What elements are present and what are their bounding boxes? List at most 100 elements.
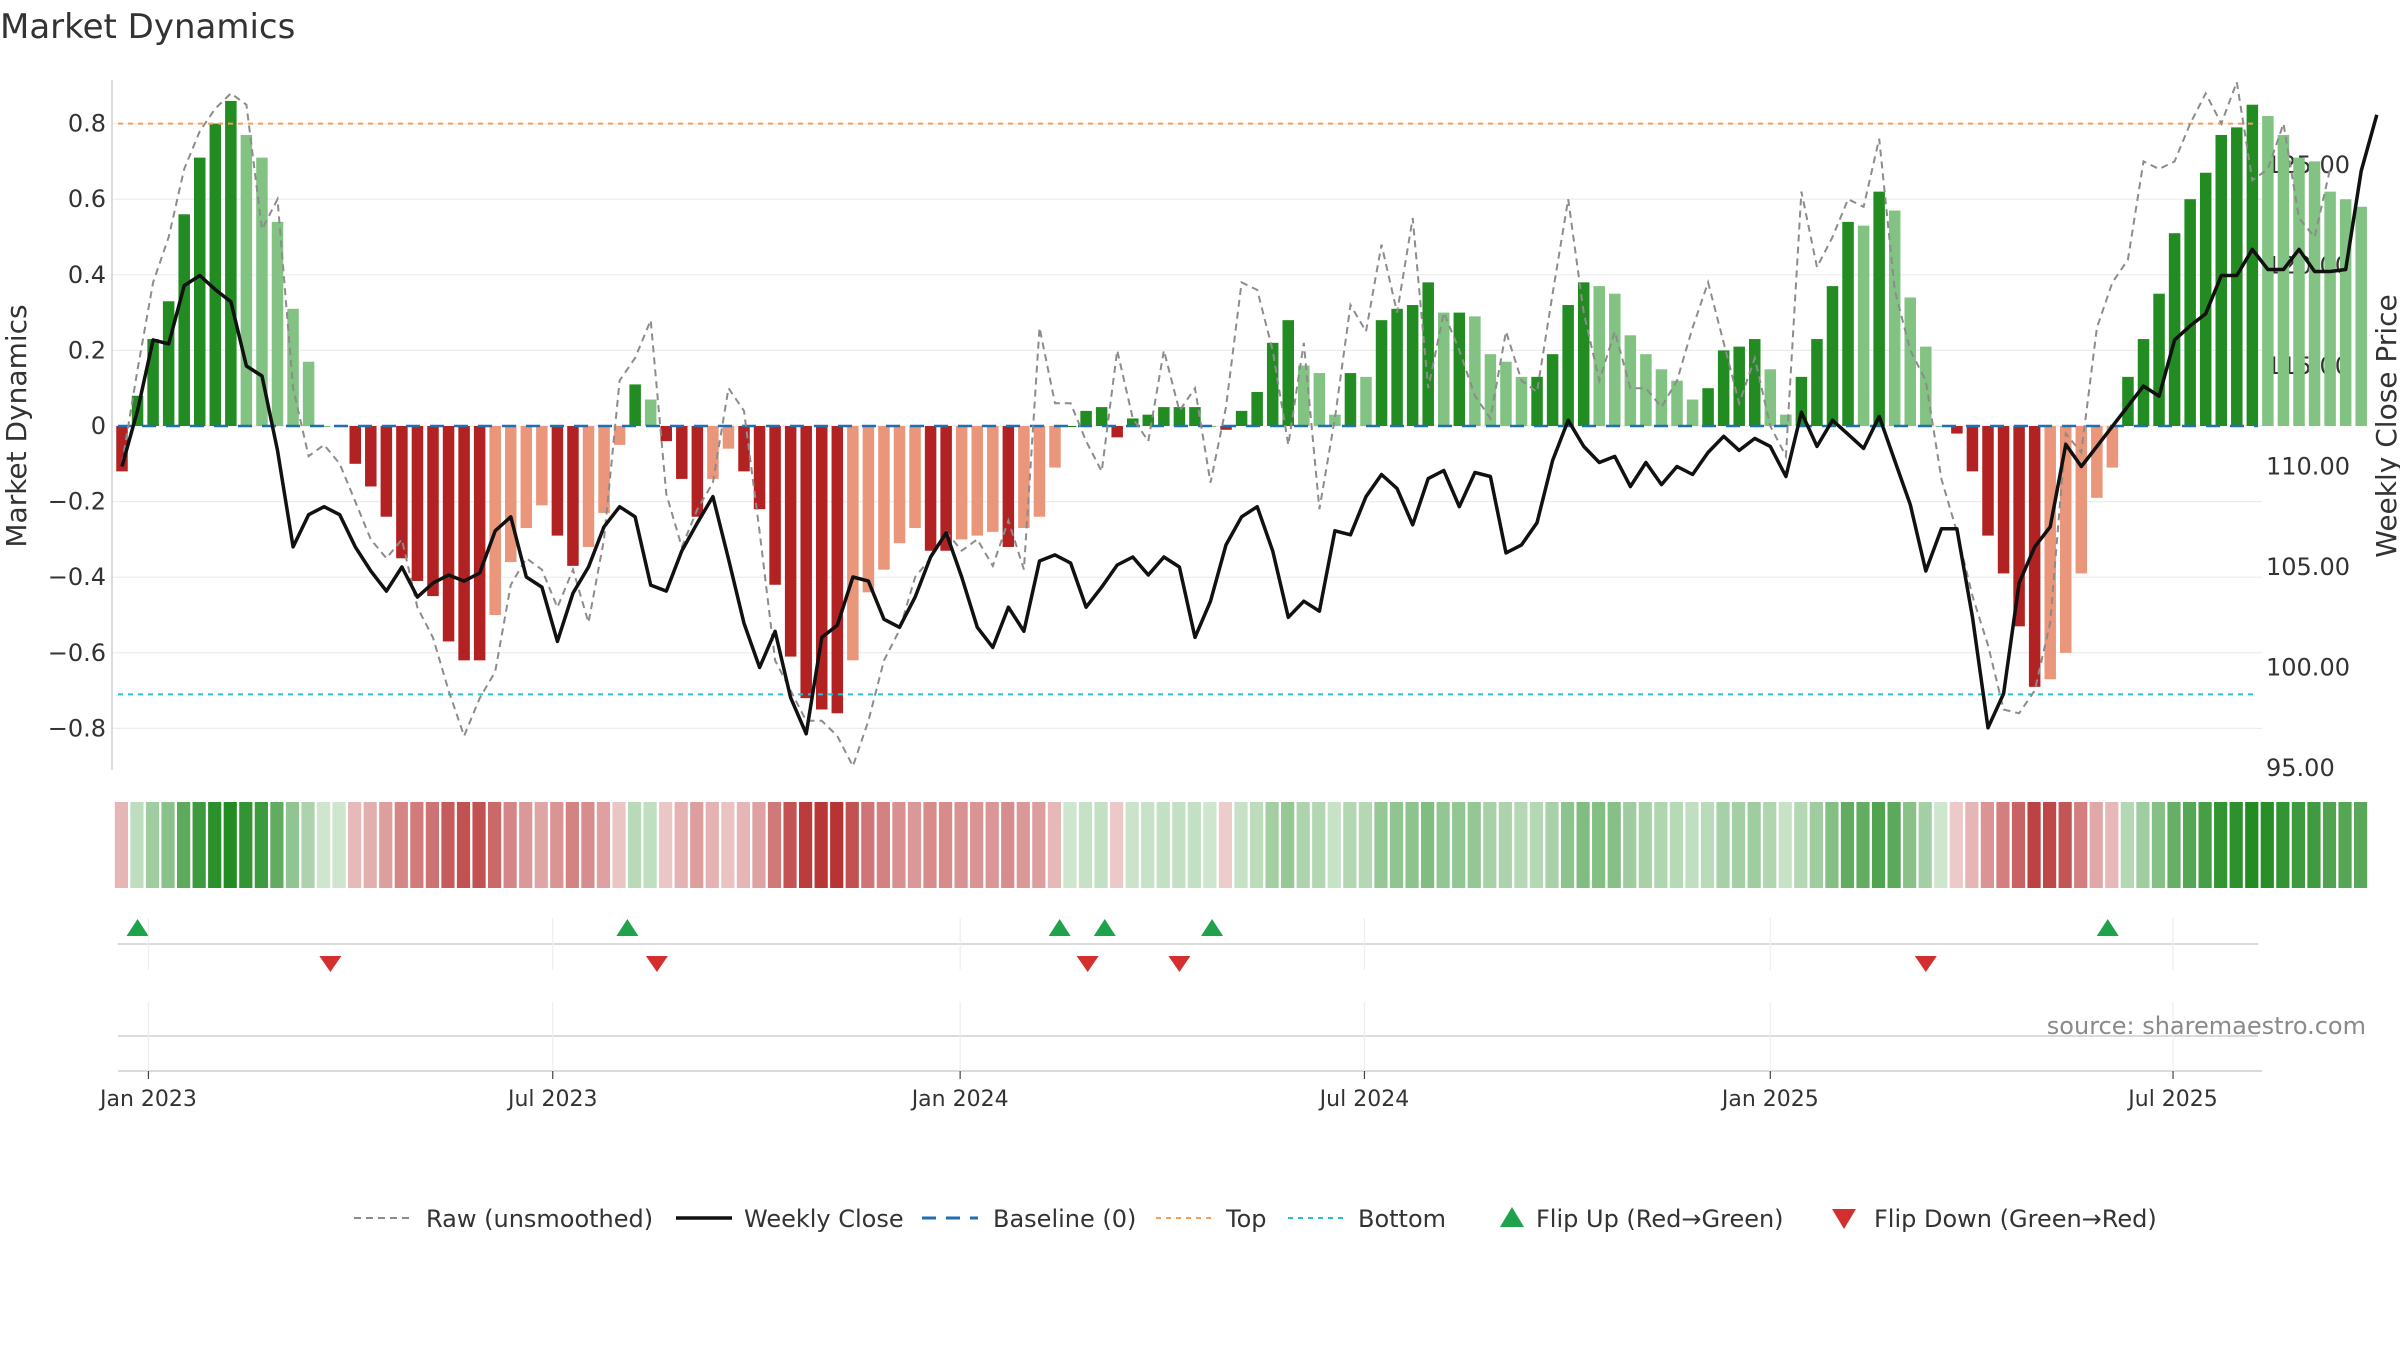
heat-cell <box>2229 802 2243 888</box>
x-tick-label: Jan 2023 <box>98 1087 197 1112</box>
dynamics-bar <box>287 308 299 426</box>
left-tick-label: −0.6 <box>48 639 106 667</box>
flip-down-marker <box>319 956 342 972</box>
dynamics-bar <box>2106 426 2119 468</box>
dynamics-bar <box>427 426 439 597</box>
source-credit: source: sharemaestro.com <box>2047 1012 2366 1040</box>
heat-cell <box>208 802 222 888</box>
dynamics-bar <box>1982 426 1994 536</box>
heat-cell <box>1560 802 1575 888</box>
heat-cell <box>923 802 937 888</box>
heat-cell <box>2089 802 2103 888</box>
flip-up-marker <box>1048 919 1071 936</box>
heat-cell <box>1047 802 1061 888</box>
dynamics-bar <box>116 426 128 472</box>
heat-cell <box>472 802 486 888</box>
heat-cell <box>581 802 595 888</box>
right-tick-label: 95.00 <box>2266 754 2335 782</box>
dynamics-bar <box>2028 426 2041 687</box>
dynamics-bar <box>1220 426 1232 430</box>
dynamics-bar <box>1997 426 2010 574</box>
dynamics-bar <box>1842 221 1854 426</box>
heat-cell <box>1980 802 1994 888</box>
heat-cell <box>348 802 362 888</box>
heat-cell <box>2322 802 2337 888</box>
heat-cell <box>503 802 517 888</box>
heat-cell <box>2105 802 2119 888</box>
dynamics-bar <box>1546 354 1559 426</box>
heat-cell <box>1592 802 1606 888</box>
heat-cell <box>1125 802 1139 888</box>
flip-down-marker <box>1914 956 1937 972</box>
heat-cell <box>2276 802 2290 888</box>
weekly-close-series <box>120 114 2379 736</box>
dynamics-bar <box>349 426 361 464</box>
flip-down-marker <box>1168 956 1191 972</box>
heat-cell <box>410 802 424 888</box>
heat-cell <box>1514 802 1528 888</box>
dynamics-bar <box>1500 361 1512 426</box>
heat-cell <box>1389 802 1404 888</box>
heat-cell <box>1032 802 1046 888</box>
dynamics-bar <box>271 221 284 426</box>
heat-cell <box>1732 802 1746 888</box>
dynamics-bar <box>722 426 735 449</box>
heat-cell <box>1172 802 1186 888</box>
dynamics-bar <box>1671 380 1683 426</box>
dynamics-bar <box>551 426 564 536</box>
heat-cell <box>1871 802 1886 888</box>
dynamics-bar <box>147 339 159 426</box>
dynamics-bar <box>1298 365 1310 426</box>
heat-cell <box>907 802 922 888</box>
dynamics-bar <box>1780 414 1792 426</box>
heat-cell <box>690 802 704 888</box>
dynamics-bar <box>2293 157 2305 426</box>
heat-cell <box>2043 802 2057 888</box>
dynamics-bar <box>1469 316 1481 426</box>
dynamics-bar <box>2277 134 2290 426</box>
heat-cell <box>1218 802 1233 888</box>
dynamics-bar <box>2215 134 2227 426</box>
heat-cell <box>705 802 719 888</box>
left-tick-label: −0.4 <box>48 563 106 591</box>
dynamics-bar <box>1577 282 1590 426</box>
dynamics-bar <box>1375 320 1388 426</box>
dynamics-bar <box>2153 293 2165 426</box>
left-axis-ticks: 0.8 0.6 0.4 0.2 0 −0.2 −0.4 −0.6 −0.8 <box>48 110 106 743</box>
heat-cell <box>2074 802 2088 888</box>
dynamics-bar <box>1049 426 1061 468</box>
heat-cell <box>456 802 471 888</box>
heat-cell <box>861 802 875 888</box>
dynamics-bar <box>162 301 175 426</box>
dynamics-bar <box>878 426 890 570</box>
heat-cell <box>1903 802 1917 888</box>
right-tick-label: 100.00 <box>2266 654 2350 682</box>
dynamics-bar <box>847 426 859 661</box>
heat-cell <box>1778 802 1792 888</box>
heat-cell <box>1529 802 1544 888</box>
dynamics-bar <box>1251 391 1263 426</box>
dynamics-bar <box>1609 293 1621 426</box>
heat-cell <box>752 802 766 888</box>
dynamics-bar <box>1422 282 1434 426</box>
heat-cell <box>596 802 611 888</box>
heat-cell <box>938 802 953 888</box>
flip-up-marker <box>126 919 149 936</box>
heat-cell <box>1405 802 1419 888</box>
heat-cell <box>161 802 175 888</box>
heat-cell <box>1467 802 1481 888</box>
dynamics-bar <box>2324 191 2336 426</box>
dynamics-bar <box>691 426 704 517</box>
heat-cell <box>301 802 315 888</box>
heat-cell <box>1669 802 1683 888</box>
heat-cell <box>1265 802 1279 888</box>
dynamics-bar <box>909 426 921 529</box>
heat-cell <box>1965 802 1979 888</box>
heat-cell <box>2120 802 2134 888</box>
heat-cell <box>1856 802 1870 888</box>
dynamics-bar <box>2013 426 2025 627</box>
left-tick-label: 0.4 <box>68 261 106 289</box>
dynamics-bar <box>2060 426 2072 653</box>
heat-cell <box>2307 802 2321 888</box>
heat-cell <box>1996 802 2010 888</box>
